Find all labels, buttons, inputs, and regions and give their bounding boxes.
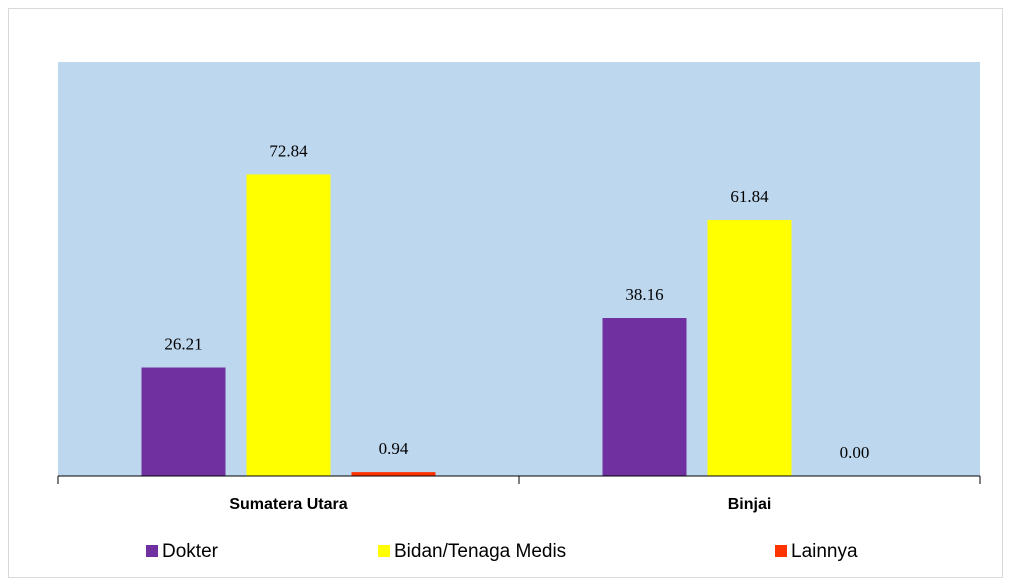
legend-swatch bbox=[775, 545, 787, 557]
bar bbox=[602, 318, 687, 476]
data-label: 26.21 bbox=[164, 334, 202, 353]
x-tick-label: Sumatera Utara bbox=[229, 496, 347, 513]
data-label: 0.94 bbox=[379, 439, 409, 458]
x-tick-label: Binjai bbox=[728, 496, 772, 513]
legend-swatch bbox=[378, 545, 390, 557]
bar bbox=[141, 367, 226, 476]
data-label: 61.84 bbox=[730, 187, 769, 206]
bar bbox=[351, 472, 436, 476]
data-label: 38.16 bbox=[625, 285, 663, 304]
legend-swatch bbox=[146, 545, 158, 557]
data-label: 72.84 bbox=[269, 141, 308, 160]
bar bbox=[707, 219, 792, 476]
legend-label: Dokter bbox=[162, 541, 219, 562]
bar bbox=[246, 174, 331, 477]
legend-label: Lainnya bbox=[791, 541, 858, 562]
data-label: 0.00 bbox=[840, 443, 870, 462]
legend-label: Bidan/Tenaga Medis bbox=[394, 541, 566, 562]
